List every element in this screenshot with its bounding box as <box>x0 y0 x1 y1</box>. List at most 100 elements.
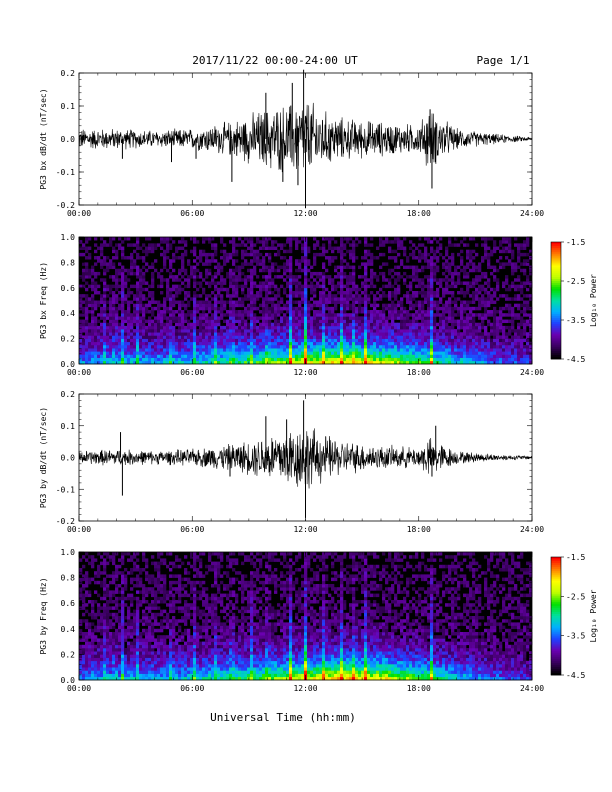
spectrogram-cell <box>388 348 392 352</box>
spectrogram-cell <box>97 300 101 304</box>
y-tick-label: -0.1 <box>56 168 75 177</box>
spectrogram-cell <box>106 357 110 362</box>
spectrogram-cell <box>298 338 302 343</box>
spectrogram-cell <box>352 348 356 352</box>
spectrogram-cell <box>331 332 335 336</box>
spectrogram-cell <box>88 628 92 633</box>
spectrogram-cell <box>454 284 458 289</box>
spectrogram-cell <box>514 278 518 282</box>
spectrogram-cell <box>148 344 152 349</box>
spectrogram-cell <box>112 351 116 355</box>
spectrogram-cell <box>349 265 353 270</box>
spectrogram-cell <box>250 246 254 250</box>
spectrogram-cell <box>268 344 272 349</box>
spectrogram-cell <box>466 256 470 260</box>
spectrogram-cell <box>322 344 326 349</box>
spectrogram-cell <box>79 638 83 642</box>
spectrogram-cell <box>487 246 491 250</box>
spectrogram-cell <box>322 319 326 324</box>
spectrogram-cell <box>502 262 506 266</box>
spectrogram-cell <box>106 243 110 247</box>
spectrogram-cell <box>250 287 254 292</box>
spectrogram-cell <box>517 313 521 317</box>
spectrogram-cell <box>202 310 206 314</box>
spectrogram-cell <box>262 332 266 336</box>
spectrogram-cell <box>82 351 86 355</box>
spectrogram-cell <box>88 635 92 639</box>
spectrogram-cell <box>502 348 506 352</box>
spectrogram-cell <box>88 660 92 665</box>
spectrogram-cell <box>103 281 107 285</box>
spectrogram-cell <box>367 360 371 365</box>
spectrogram-cell <box>298 360 302 365</box>
spectrogram-cell <box>385 240 389 244</box>
spectrogram-cell <box>145 344 149 349</box>
spectrogram-cell <box>391 338 395 343</box>
spectrogram-cell <box>421 265 425 270</box>
spectrogram-cell <box>301 268 305 273</box>
spectrogram-cell <box>442 325 446 330</box>
spectrogram-cell <box>340 262 344 266</box>
spectrogram-cell <box>409 297 413 301</box>
spectrogram-cell <box>184 313 188 317</box>
spectrogram-cell <box>175 287 179 292</box>
spectrogram-cell <box>397 354 401 358</box>
spectrogram-cell <box>247 262 251 266</box>
spectrogram-cell <box>196 341 200 346</box>
spectrogram-cell <box>133 322 137 327</box>
spectrogram-cell <box>115 294 119 298</box>
spectrogram-cell <box>472 306 476 311</box>
spectrogram-cell <box>136 338 140 343</box>
spectrogram-cell <box>346 341 350 346</box>
spectrogram-cell <box>322 357 326 362</box>
spectrogram-cell <box>205 319 209 324</box>
spectrogram-cell <box>256 294 260 298</box>
spectrogram-cell <box>262 325 266 330</box>
spectrogram-cell <box>229 316 233 320</box>
spectrogram-cell <box>511 344 515 349</box>
spectrogram-cell <box>367 325 371 330</box>
spectrogram-cell <box>481 237 485 241</box>
spectrogram-cell <box>325 306 329 311</box>
spectrogram-cell <box>313 294 317 298</box>
spectrogram-cell <box>283 325 287 330</box>
spectrogram-cell <box>316 341 320 346</box>
spectrogram-cell <box>127 268 131 273</box>
spectrogram-cell <box>82 338 86 343</box>
spectrogram-cell <box>217 290 221 295</box>
spectrogram-cell <box>373 306 377 311</box>
spectrogram-cell <box>199 329 203 333</box>
spectrogram-cell <box>154 246 158 250</box>
spectrogram-cell <box>202 240 206 244</box>
spectrogram-cell <box>220 275 224 279</box>
spectrogram-cell <box>469 332 473 336</box>
spectrogram-cell <box>460 344 464 349</box>
spectrogram-cell <box>190 275 194 279</box>
spectrogram-cell <box>340 243 344 247</box>
spectrogram-cell <box>172 240 176 244</box>
spectrogram-cell <box>220 354 224 358</box>
spectrogram-cell <box>463 354 467 358</box>
spectrogram-cell <box>283 351 287 355</box>
spectrogram-cell <box>175 316 179 320</box>
spectrogram-cell <box>88 322 92 327</box>
spectrogram-cell <box>505 303 509 308</box>
spectrogram-cell <box>406 316 410 320</box>
spectrogram-cell <box>100 310 104 314</box>
spectrogram-cell <box>178 341 182 346</box>
spectrogram-cell <box>505 287 509 292</box>
spectrogram-cell <box>379 335 383 339</box>
spectrogram-cell <box>181 281 185 285</box>
spectrogram-cell <box>418 281 422 285</box>
spectrogram-cell <box>322 335 326 339</box>
spectrogram-cell <box>433 357 437 362</box>
spectrogram-cell <box>313 278 317 282</box>
spectrogram-cell <box>268 319 272 324</box>
spectrogram-cell <box>241 265 245 270</box>
page-title: 2017/11/22 00:00-24:00 UT <box>192 54 358 67</box>
spectrogram-cell <box>163 300 167 304</box>
spectrogram-cell <box>424 275 428 279</box>
spectrogram-cell <box>277 290 281 295</box>
spectrogram-cell <box>103 344 107 349</box>
spectrogram-cell <box>112 348 116 352</box>
